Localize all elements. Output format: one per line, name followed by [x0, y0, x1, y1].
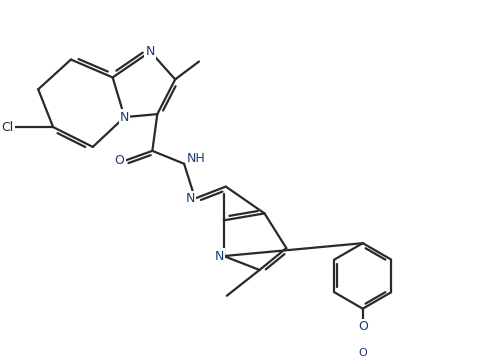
Text: O: O: [358, 320, 368, 333]
Text: O: O: [358, 348, 367, 358]
Text: N: N: [215, 250, 224, 262]
Text: N: N: [120, 111, 129, 123]
Text: NH: NH: [187, 152, 206, 165]
Text: O: O: [115, 154, 125, 167]
Text: N: N: [185, 192, 195, 205]
Text: Cl: Cl: [1, 121, 13, 134]
Text: N: N: [146, 45, 155, 58]
